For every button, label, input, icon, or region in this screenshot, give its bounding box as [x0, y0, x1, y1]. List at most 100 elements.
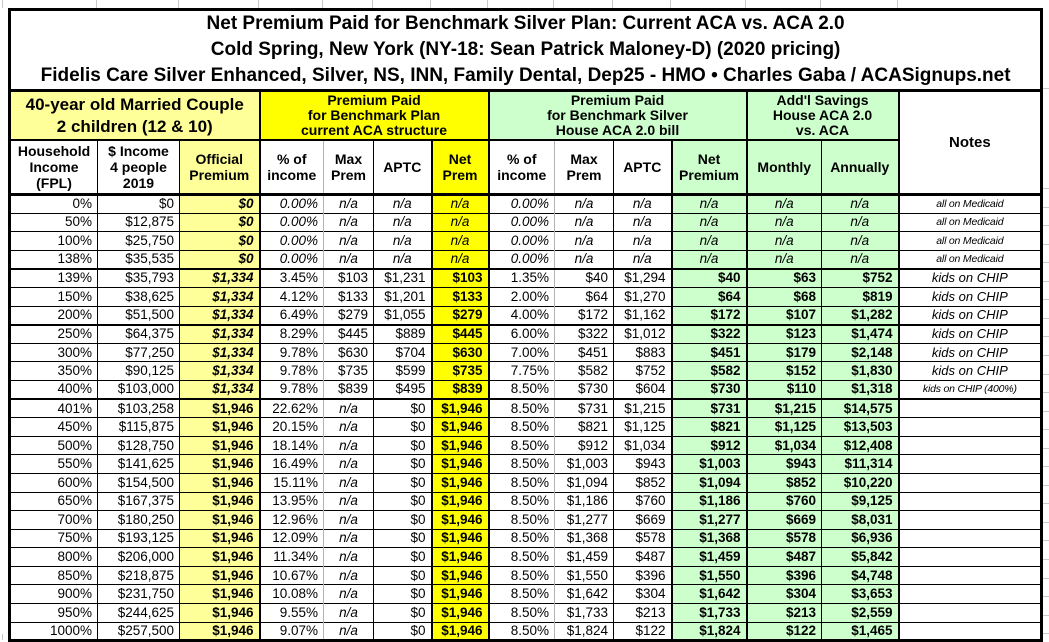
cell-fpl: 850% [9, 565, 98, 585]
cell-fpl: 400% [9, 379, 98, 401]
cell-aca-aptc: $0 [373, 621, 432, 641]
cell-aca20-aptc: $883 [613, 342, 672, 362]
cell-savings-annually: $4,748 [821, 565, 899, 585]
cell-official-premium: $1,334 [179, 305, 260, 326]
cell-aca-pct-of-income: 16.49% [258, 454, 324, 474]
cell-aca20-pct-of-income: 8.50% [487, 472, 555, 492]
table-body: 0% $0 $0 0.00% n/a n/a n/a 0.00% n/a n/a n/a n/a n/a… [9, 194, 1042, 641]
cell-official-premium: $1,334 [179, 286, 260, 307]
table-row: 200% $51,500 $1,334 6.49% $279 $1,055 $279 4.00… [9, 305, 1042, 326]
cell-aca-aptc: $495 [373, 379, 432, 401]
cell-aca20-net-premium: $1,094 [670, 472, 747, 492]
cell-income-2019: $38,625 [97, 286, 180, 307]
cell-aca20-max-prem: $64 [554, 286, 614, 307]
spreadsheet-gridline [178, 0, 179, 8]
cell-aca20-net-premium: $1,824 [670, 621, 747, 641]
table-row: 600% $154,500 $1,946 15.11% n/a $0 $1,946 8.50%… [9, 472, 1042, 492]
spreadsheet-gridline [1041, 484, 1049, 486]
col-header-income: $ Income 4 people 2019 [97, 139, 180, 196]
cell-aca20-max-prem: $731 [554, 398, 614, 418]
cell-fpl: 100% [9, 231, 98, 251]
col-header-official-premium: Official Premium [179, 139, 260, 196]
cell-aca20-pct-of-income: 7.00% [487, 342, 555, 362]
cell-aca-net-prem: $1,946 [430, 603, 489, 623]
cell-aca20-pct-of-income: 6.00% [487, 324, 555, 344]
cell-savings-annually: n/a [821, 249, 899, 270]
cell-official-premium: $1,946 [179, 454, 260, 474]
col-header-aca-pct-income: % of income [258, 139, 324, 196]
cell-notes [897, 454, 1042, 474]
spreadsheet-gridline [1041, 447, 1049, 449]
cell-fpl: 550% [9, 454, 98, 474]
cell-savings-monthly: $123 [745, 324, 822, 344]
cell-aca20-pct-of-income: 4.00% [487, 305, 555, 326]
cell-fpl: 401% [9, 398, 98, 418]
cell-aca-aptc: $0 [373, 510, 432, 530]
cell-savings-annually: $8,031 [821, 510, 899, 530]
cell-savings-monthly: $852 [745, 472, 822, 492]
cell-fpl: 700% [9, 510, 98, 530]
col-header-aca-max-prem: Max Prem [323, 139, 374, 196]
cell-notes: kids on CHIP [897, 286, 1042, 307]
spreadsheet-gridline [1041, 392, 1049, 394]
spreadsheet-gridline [1041, 429, 1049, 431]
col-header-aca20-aptc: APTC [613, 139, 672, 196]
cell-fpl: 200% [9, 305, 98, 326]
cell-aca20-net-premium: $64 [670, 286, 747, 307]
cell-aca-aptc: $0 [373, 584, 432, 604]
table-row: 450% $115,875 $1,946 20.15% n/a $0 $1,946 8.50%… [9, 417, 1042, 437]
cell-aca20-aptc: $752 [613, 361, 672, 381]
cell-savings-monthly: $669 [745, 510, 822, 530]
col-header-aca-net-prem: Net Prem [430, 139, 489, 196]
spreadsheet-gridline [1041, 280, 1049, 282]
cell-aca20-aptc: $578 [613, 528, 672, 548]
cell-notes [897, 528, 1042, 548]
cell-aca20-net-premium: $172 [670, 305, 747, 326]
cell-aca-aptc: $704 [373, 342, 432, 362]
cell-aca-max-prem: n/a [323, 547, 374, 567]
cell-aca20-pct-of-income: 7.75% [487, 361, 555, 381]
cell-fpl: 600% [9, 472, 98, 492]
cell-fpl: 139% [9, 268, 98, 288]
cell-income-2019: $206,000 [97, 547, 180, 567]
cell-aca-net-prem: $1,946 [430, 621, 489, 641]
cell-aca-max-prem: n/a [323, 435, 374, 455]
cell-savings-annually: n/a [821, 194, 899, 214]
cell-official-premium: $1,946 [179, 491, 260, 511]
cell-aca-net-prem: $1,946 [430, 510, 489, 530]
cell-aca-aptc: $1,201 [373, 286, 432, 307]
cell-aca-pct-of-income: 6.49% [258, 305, 324, 326]
cell-notes [897, 621, 1042, 641]
cell-savings-monthly: $578 [745, 528, 822, 548]
cell-aca20-pct-of-income: 8.50% [487, 584, 555, 604]
group-header-aca-20: Premium Paid for Benchmark Silver House … [487, 89, 747, 140]
cell-savings-annually: $2,148 [821, 342, 899, 362]
cell-official-premium: $1,946 [179, 528, 260, 548]
cell-aca-max-prem: n/a [323, 565, 374, 585]
table-row: 550% $141,625 $1,946 16.49% n/a $0 $1,946 8.50%… [9, 454, 1042, 474]
cell-savings-monthly: $1,034 [745, 435, 822, 455]
group-header-household: 40-year old Married Couple 2 children (1… [9, 89, 260, 140]
cell-aca-aptc: $1,055 [373, 305, 432, 326]
cell-aca-pct-of-income: 4.12% [258, 286, 324, 307]
table-row: 50% $12,875 $0 0.00% n/a n/a n/a 0.00% n/a n/a n/a… [9, 212, 1042, 232]
cell-official-premium: $1,334 [179, 379, 260, 401]
table-row: 138% $35,535 $0 0.00% n/a n/a n/a 0.00% n/a n/a n/… [9, 249, 1042, 270]
spreadsheet-gridline [1041, 373, 1049, 375]
cell-aca-aptc: $599 [373, 361, 432, 381]
cell-aca-pct-of-income: 13.95% [258, 491, 324, 511]
cell-aca20-net-premium: $40 [670, 268, 747, 288]
cell-income-2019: $103,258 [97, 398, 180, 418]
cell-aca20-aptc: $669 [613, 510, 672, 530]
cell-income-2019: $103,000 [97, 379, 180, 401]
cell-aca20-net-premium: $1,368 [670, 528, 747, 548]
table-row: 250% $64,375 $1,334 8.29% $445 $889 $445 6.00% $… [9, 324, 1042, 344]
cell-fpl: 800% [9, 547, 98, 567]
group-header-row: 40-year old Married Couple 2 children (1… [9, 89, 1042, 196]
cell-aca20-max-prem: $1,642 [554, 584, 614, 604]
cell-aca-pct-of-income: 9.07% [258, 621, 324, 641]
cell-aca20-aptc: $396 [613, 565, 672, 585]
cell-aca20-pct-of-income: 8.50% [487, 565, 555, 585]
spreadsheet-gridline [322, 0, 323, 8]
cell-official-premium: $1,946 [179, 510, 260, 530]
